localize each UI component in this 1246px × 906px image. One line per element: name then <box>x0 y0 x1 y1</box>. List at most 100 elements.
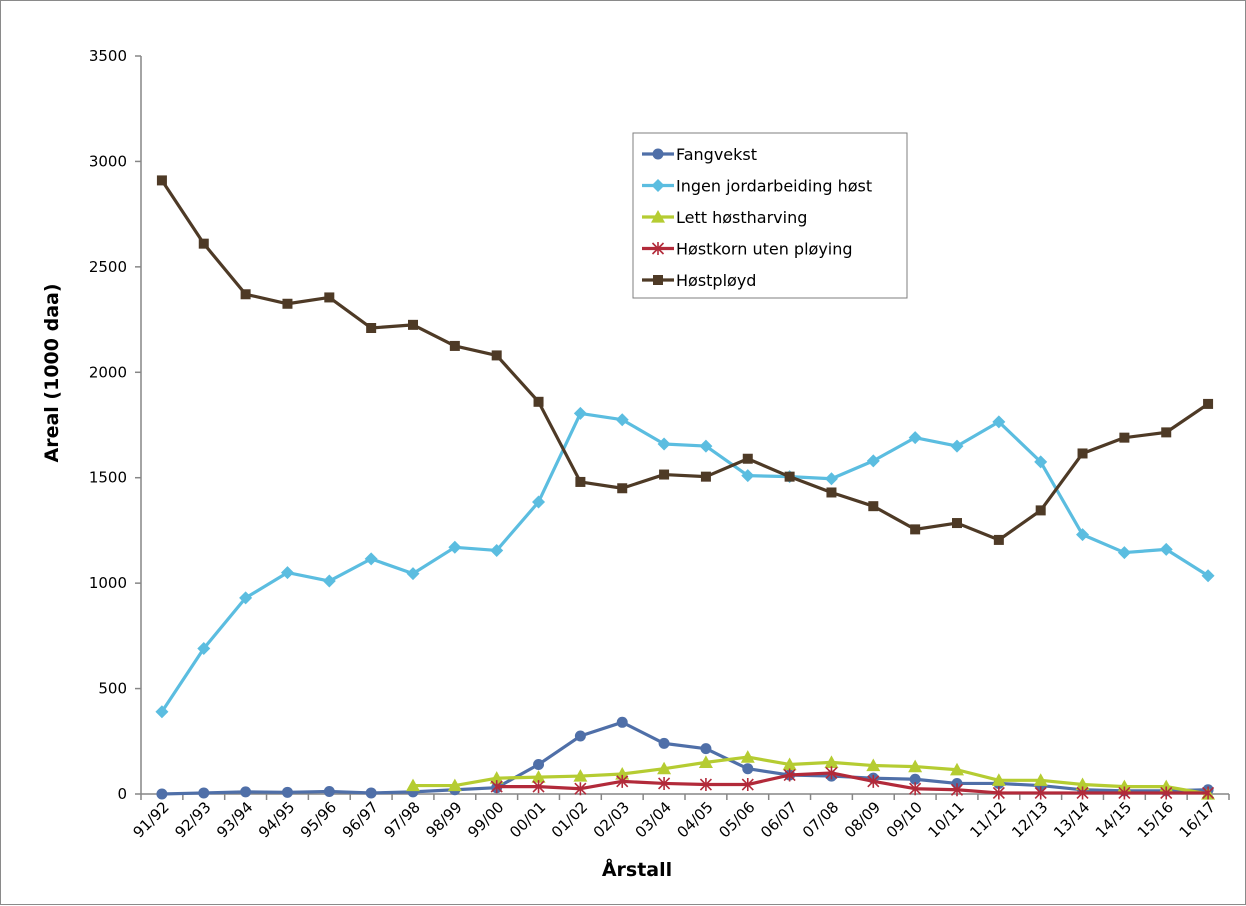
data-point <box>198 787 210 799</box>
data-point <box>447 778 462 792</box>
legend-label: Høstpløyd <box>676 271 756 290</box>
data-point <box>741 778 754 792</box>
x-tick-label: 99/00 <box>464 798 507 841</box>
y-axis-title: Areal (1000 daa) <box>41 283 63 462</box>
data-point <box>652 148 664 160</box>
legend-box <box>632 132 908 299</box>
data-point <box>156 788 168 800</box>
x-tick-label: 00/01 <box>506 798 549 841</box>
data-point <box>532 495 546 509</box>
data-point <box>910 524 921 535</box>
data-point <box>952 518 962 529</box>
data-point <box>651 210 665 223</box>
data-point <box>574 782 587 796</box>
data-point <box>908 759 923 773</box>
data-point <box>783 768 796 782</box>
legend-label: Fangvekst <box>676 145 757 164</box>
legend-label: Høstkorn uten pløying <box>676 240 853 259</box>
y-tick-label: 1000 <box>89 574 127 592</box>
data-point <box>826 487 837 498</box>
data-point <box>491 350 502 361</box>
data-point <box>825 766 838 780</box>
x-axis-title: Årstall <box>602 857 672 881</box>
data-point <box>324 292 335 303</box>
data-point <box>1117 546 1131 560</box>
x-tick-label: 01/02 <box>548 798 591 841</box>
data-point <box>490 543 504 557</box>
data-point <box>991 773 1006 786</box>
y-tick-label: 3000 <box>89 152 127 170</box>
data-point <box>784 471 795 482</box>
series-3 <box>406 750 1216 800</box>
x-tick-label: 14/15 <box>1092 798 1135 841</box>
data-point <box>406 778 420 792</box>
x-tick-label: 07/08 <box>799 798 842 841</box>
data-point <box>573 769 588 782</box>
data-point <box>908 431 922 445</box>
data-point <box>240 786 252 798</box>
series-5 <box>156 175 1214 545</box>
y-tick-label: 2000 <box>89 363 127 381</box>
data-point <box>282 298 293 309</box>
legend-entry: Høstpløyd <box>642 271 756 290</box>
x-tick-label: 98/99 <box>422 798 465 841</box>
data-point <box>197 642 211 656</box>
legend-entry: Fangvekst <box>642 145 757 164</box>
data-point <box>699 778 712 792</box>
data-point <box>155 705 169 719</box>
data-point <box>449 340 460 351</box>
series-line <box>161 720 1209 796</box>
data-point <box>992 786 1005 800</box>
data-point <box>992 415 1006 429</box>
data-point <box>198 238 209 249</box>
series-line <box>160 179 1209 542</box>
data-point <box>658 776 671 790</box>
data-point <box>448 540 462 554</box>
data-point <box>1035 505 1046 516</box>
data-point <box>617 483 628 494</box>
data-point <box>408 319 418 330</box>
x-tick-label: 04/05 <box>673 798 716 841</box>
series-2 <box>155 406 1215 719</box>
data-point <box>533 758 545 770</box>
data-point <box>651 179 665 192</box>
data-point <box>1034 786 1047 800</box>
x-tick-label: 11/12 <box>966 798 1009 841</box>
x-tick-label: 95/96 <box>297 798 340 841</box>
series-line <box>496 771 1209 795</box>
data-point <box>323 785 335 797</box>
data-point <box>1075 777 1090 791</box>
data-point <box>615 413 629 427</box>
legend-entry: Lett høstharving <box>642 208 807 227</box>
data-point <box>700 743 712 755</box>
data-point <box>490 780 503 794</box>
x-tick-label: 13/14 <box>1050 798 1093 841</box>
data-point <box>824 755 839 768</box>
x-tick-label: 93/94 <box>213 798 256 841</box>
x-tick-label: 91/92 <box>129 798 172 841</box>
y-tick-label: 1500 <box>89 469 127 487</box>
series-line <box>160 411 1209 713</box>
x-tick-label: 97/98 <box>381 798 424 841</box>
data-point <box>1203 398 1214 409</box>
data-point <box>366 323 377 334</box>
data-point <box>280 566 294 580</box>
data-point <box>365 787 377 799</box>
data-point <box>993 534 1004 545</box>
data-point <box>950 783 964 797</box>
data-point <box>489 771 504 784</box>
data-point <box>531 770 546 783</box>
data-point <box>322 574 336 588</box>
data-point <box>1202 786 1215 800</box>
data-point <box>742 453 753 464</box>
x-tick-label: 92/93 <box>171 798 214 841</box>
x-tick-label: 06/07 <box>757 798 800 841</box>
data-point <box>574 730 586 742</box>
legend-label: Ingen jordarbeiding høst <box>676 177 872 196</box>
data-point <box>742 763 754 775</box>
data-point <box>1034 455 1048 469</box>
data-point <box>533 396 544 407</box>
data-point <box>950 762 964 776</box>
